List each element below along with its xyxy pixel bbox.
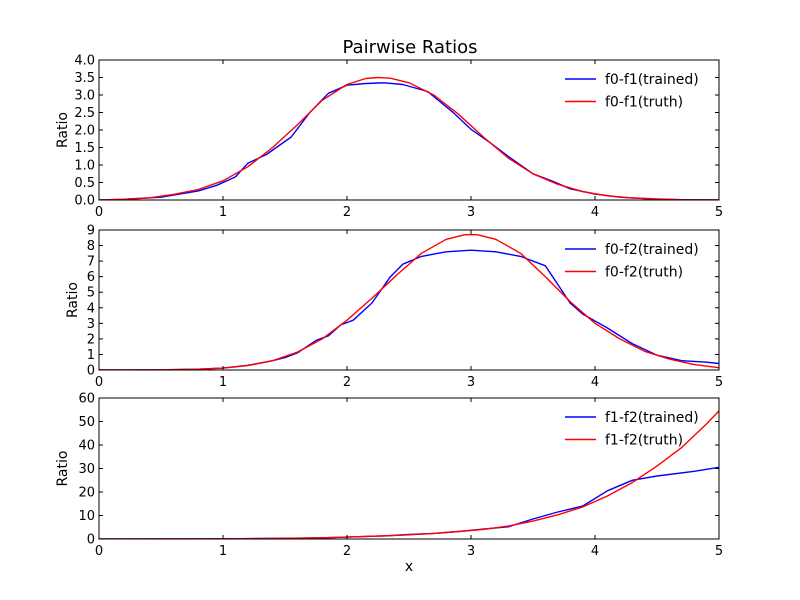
x-tick-label: 4 bbox=[591, 375, 599, 390]
series-line-f0-f1-truth- bbox=[99, 76, 719, 200]
figure-title: Pairwise Ratios bbox=[343, 37, 478, 58]
legend: f0-f2(trained) f0-f2(truth) bbox=[565, 242, 699, 281]
y-tick-label: 9 bbox=[87, 224, 95, 239]
x-tick-label: 2 bbox=[343, 205, 351, 220]
x-axis-label: x bbox=[405, 559, 413, 575]
y-tick-label: 8 bbox=[87, 239, 95, 254]
x-tick-label: 0 bbox=[95, 375, 103, 390]
y-axis-label: Ratio bbox=[55, 112, 71, 148]
y-tick-label: 3.0 bbox=[74, 89, 95, 104]
x-tick-label: 1 bbox=[219, 375, 227, 390]
y-tick-label: 3.5 bbox=[74, 71, 95, 86]
x-tick-label: 5 bbox=[715, 544, 723, 559]
subplot-3: 0 1 2 3 4 50102030405060Ratioxf1-f2(trained)f… bbox=[55, 392, 723, 576]
x-tick-label: 5 bbox=[715, 205, 723, 220]
y-tick-label: 3 bbox=[87, 317, 95, 332]
x-tick-label: 4 bbox=[591, 205, 599, 220]
legend: f0-f1(trained) f0-f1(truth) bbox=[565, 72, 699, 111]
y-tick-label: 2.0 bbox=[74, 124, 95, 139]
y-tick-label: 60 bbox=[78, 392, 95, 407]
y-axis-label: Ratio bbox=[55, 451, 71, 487]
y-tick-label: 2.5 bbox=[74, 106, 95, 121]
x-tick-label: 3 bbox=[467, 375, 475, 390]
y-tick-label: 1.5 bbox=[74, 141, 95, 156]
legend-entry: f1-f2(truth) bbox=[605, 433, 683, 449]
y-tick-label: 4.0 bbox=[74, 54, 95, 69]
y-tick-label: 1 bbox=[87, 348, 95, 363]
x-tick-label: 3 bbox=[467, 544, 475, 559]
y-tick-label: 40 bbox=[78, 439, 95, 454]
x-tick-label: 4 bbox=[591, 544, 599, 559]
y-tick-label: 50 bbox=[78, 415, 95, 430]
y-tick-label: 10 bbox=[78, 509, 95, 524]
legend: f1-f2(trained) f1-f2(truth) bbox=[565, 410, 699, 449]
legend-entry: f0-f1(truth) bbox=[605, 95, 683, 111]
series-line-f0-f2-truth- bbox=[99, 233, 719, 370]
x-tick-label: 0 bbox=[95, 205, 103, 220]
legend-entry: f0-f1(trained) bbox=[605, 72, 699, 88]
y-tick-label: 4 bbox=[87, 301, 95, 316]
y-tick-label: 6 bbox=[87, 270, 95, 285]
plot-frame bbox=[98, 229, 720, 371]
legend-entry: f0-f2(truth) bbox=[605, 265, 683, 281]
y-axis-label: Ratio bbox=[65, 282, 81, 318]
y-tick-label: 2 bbox=[87, 332, 95, 347]
y-tick-label: 1.0 bbox=[74, 159, 95, 174]
y-tick-label: 7 bbox=[87, 255, 95, 270]
x-tick-label: 5 bbox=[715, 375, 723, 390]
y-tick-label: 5 bbox=[87, 286, 95, 301]
x-tick-label: 3 bbox=[467, 205, 475, 220]
subplot-2: 0 1 2 3 4 50123456789Ratiof0-f2(trained)f0-f2… bbox=[65, 224, 723, 391]
y-tick-label: 20 bbox=[78, 486, 95, 501]
x-tick-label: 1 bbox=[219, 205, 227, 220]
legend-entry: f1-f2(trained) bbox=[605, 410, 699, 426]
legend-entry: f0-f2(trained) bbox=[605, 242, 699, 258]
y-tick-label: 0 bbox=[87, 533, 95, 548]
x-tick-label: 2 bbox=[343, 544, 351, 559]
series-line-f1-f2-truth- bbox=[99, 410, 719, 539]
y-tick-label: 0.0 bbox=[74, 194, 95, 209]
x-tick-label: 1 bbox=[219, 544, 227, 559]
y-tick-label: 0.5 bbox=[74, 176, 95, 191]
x-tick-label: 0 bbox=[95, 544, 103, 559]
y-tick-label: 0 bbox=[87, 364, 95, 379]
subplot-1: 0 1 2 3 4 5 0.0 0.5 1.0 1.5 2.0 2.5 3.0 3.5 4.0 Ratio f0… bbox=[55, 54, 723, 221]
x-tick-label: 2 bbox=[343, 375, 351, 390]
y-tick-label: 30 bbox=[78, 462, 95, 477]
